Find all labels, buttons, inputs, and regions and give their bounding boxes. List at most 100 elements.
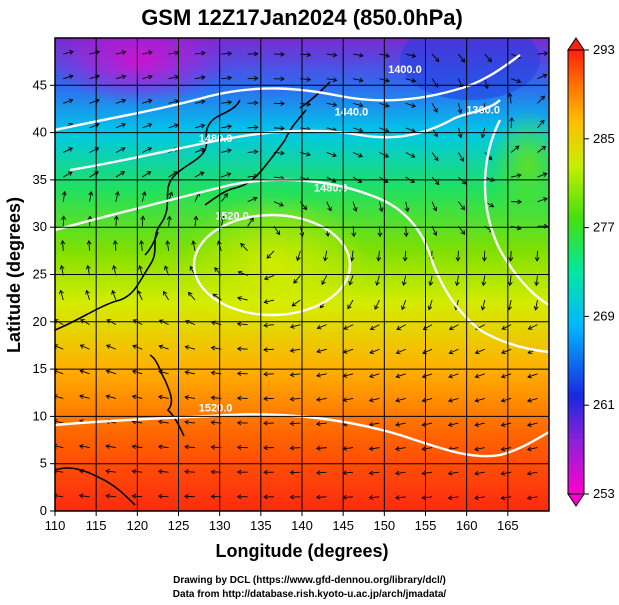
streamline-arrowhead [325, 232, 331, 238]
streamline-arrowhead [249, 217, 254, 223]
streamline-segment [502, 324, 512, 330]
streamline-arrowhead [358, 127, 364, 133]
streamline-segment [376, 275, 380, 286]
contour-1480 [55, 178, 549, 354]
streamline-arrowhead [500, 470, 506, 476]
streamline-arrowhead [448, 325, 454, 331]
streamline-segment [501, 373, 512, 378]
streamline-arrowhead [527, 397, 532, 403]
chart-title: GSM 12Z17Jan2024 (850.0hPa) [141, 5, 463, 30]
streamline-arrowhead [395, 397, 401, 403]
streamline-arrowhead [95, 50, 101, 55]
streamline-arrowhead [187, 291, 193, 297]
colorbar-tick-label: 285 [593, 131, 615, 146]
streamline-segment [63, 171, 73, 178]
streamline-arrowhead [433, 82, 439, 88]
streamline-arrowhead [275, 230, 281, 236]
streamline-arrowhead [348, 280, 354, 286]
streamline-arrowhead [434, 57, 440, 63]
streamline-segment [537, 74, 547, 80]
streamline-arrowhead [526, 446, 532, 452]
credit-data: Data from http://database.rish.kyoto-u.a… [172, 589, 447, 600]
streamline-segment [221, 101, 232, 104]
streamline-arrowhead [526, 470, 532, 476]
streamline-segment [474, 471, 485, 475]
streamline-arrowhead [403, 232, 409, 238]
streamline-segment [369, 397, 380, 402]
streamline-segment [326, 53, 337, 56]
streamline-segment [343, 324, 354, 330]
streamline-arrowhead [166, 215, 172, 221]
streamline-arrowhead [227, 124, 233, 130]
streamline-arrowhead [105, 468, 110, 474]
streamline-arrowhead [212, 293, 218, 299]
streamline-segment [528, 324, 538, 330]
streamline-arrowhead [474, 495, 479, 501]
streamline-arrowhead [263, 445, 268, 451]
streamline-arrowhead [421, 422, 427, 427]
streamline-segment [378, 201, 383, 212]
streamline-segment [537, 95, 545, 104]
streamline-arrowhead [455, 257, 461, 262]
streamline-arrowhead [507, 281, 513, 287]
streamline-arrowhead [147, 147, 153, 152]
x-tick-label: 110 [45, 518, 66, 533]
streamline-arrowhead [542, 197, 548, 202]
streamline-arrowhead [457, 109, 463, 114]
streamline-segment [396, 348, 406, 354]
streamline-arrowhead [236, 420, 242, 426]
contour-1360 [483, 119, 549, 307]
streamline-segment [431, 53, 440, 62]
streamline-segment [352, 53, 363, 57]
streamline-segment [475, 373, 485, 378]
streamline-segment [326, 78, 337, 81]
streamline-arrowhead [200, 75, 206, 80]
streamline-arrowhead [474, 373, 480, 379]
streamline-segment [510, 78, 521, 83]
streamline-arrowhead [227, 51, 233, 56]
x-tick-label: 150 [373, 518, 395, 533]
streamline-arrowhead [347, 304, 352, 310]
streamline-arrowhead [461, 179, 467, 185]
streamline-arrowhead [60, 239, 66, 245]
streamline-arrowhead [94, 171, 99, 176]
x-tick-label: 140 [291, 518, 313, 533]
streamline-segment [456, 275, 459, 286]
streamline-segment [184, 471, 195, 473]
streamline-segment [221, 149, 232, 153]
streamline-segment [62, 191, 66, 202]
streamline-arrowhead [68, 147, 74, 152]
streamline-segment [423, 324, 433, 330]
x-tick-label: 155 [415, 518, 437, 533]
streamline-segment [237, 297, 248, 301]
streamline-arrowhead [402, 257, 408, 262]
streamline-segment [405, 102, 416, 107]
streamline-segment [184, 446, 196, 449]
streamline-segment [115, 51, 126, 55]
contour-1400 [55, 54, 521, 132]
streamline-segment [89, 51, 100, 55]
streamline-segment [537, 119, 545, 129]
streamline-segment [343, 373, 354, 377]
streamline-segment [448, 447, 459, 450]
streamline-arrowhead [263, 347, 268, 353]
y-tick-label: 45 [33, 77, 47, 92]
x-tick-label: 115 [86, 518, 107, 533]
streamline-arrowhead [316, 348, 322, 354]
streamline-segment [535, 299, 538, 310]
streamline-segment [449, 324, 459, 330]
streamline-arrowhead [540, 119, 545, 125]
streamline-segment [291, 299, 301, 307]
streamline-arrowhead [474, 397, 480, 403]
streamline-segment [405, 201, 409, 212]
streamline-arrowhead [263, 275, 269, 281]
streamline-segment [237, 348, 248, 350]
streamline-arrowhead [368, 397, 374, 403]
streamline-arrowhead [501, 349, 506, 355]
contour-1520-south [55, 413, 549, 458]
streamline-segment [474, 422, 485, 426]
streamline-segment [185, 396, 196, 399]
streamline-segment [484, 78, 488, 89]
streamline-segment [349, 275, 354, 285]
streamline-segment [194, 52, 205, 55]
